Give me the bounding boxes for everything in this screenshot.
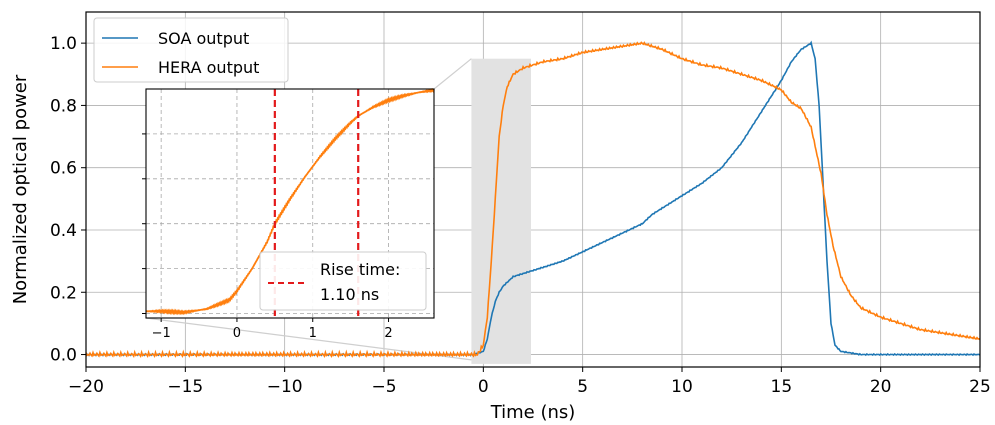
inset-x-tick-label: 2 bbox=[384, 326, 392, 341]
inset-series bbox=[145, 87, 435, 316]
y-tick-label: 0.0 bbox=[50, 346, 77, 366]
x-tick-label: −20 bbox=[68, 377, 104, 397]
y-tick-label: 0.8 bbox=[50, 96, 77, 116]
inset-ticks: −1 0 1 2 bbox=[142, 133, 393, 341]
inset-frame bbox=[145, 88, 435, 319]
x-tick-label: 15 bbox=[771, 377, 793, 397]
y-tick-label: 0.4 bbox=[50, 221, 77, 241]
inset-x-tick-label: −1 bbox=[152, 326, 171, 341]
x-tick-label: −5 bbox=[371, 377, 396, 397]
y-tick-label: 1.0 bbox=[50, 34, 77, 54]
main-ticks: −20 −15 −10 −5 0 5 10 15 20 250.00.20.40.60.81.0 bbox=[50, 34, 991, 397]
legend-label-hera: HERA output bbox=[158, 58, 259, 77]
inset-legend: Rise time: 1.10 ns bbox=[259, 251, 427, 311]
inset-x-tick-label: 0 bbox=[233, 326, 241, 341]
x-axis-label: Time (ns) bbox=[490, 402, 576, 423]
legend-label-soa: SOA output bbox=[158, 29, 249, 48]
zoom-connector bbox=[145, 317, 472, 361]
x-tick-label: 25 bbox=[969, 377, 991, 397]
x-tick-label: 20 bbox=[870, 377, 892, 397]
highlight-region bbox=[471, 58, 532, 364]
x-tick-label: 5 bbox=[577, 377, 588, 397]
series-line-hera bbox=[85, 41, 981, 359]
y-tick-label: 0.2 bbox=[50, 283, 77, 303]
x-tick-label: 10 bbox=[671, 377, 693, 397]
x-tick-label: 0 bbox=[478, 377, 489, 397]
zoom-connector bbox=[433, 58, 472, 90]
inset-legend-value: 1.10 ns bbox=[320, 285, 379, 304]
main-plot-frame bbox=[85, 11, 981, 368]
y-axis-label: Normalized optical power bbox=[10, 74, 31, 304]
inset-series-line bbox=[145, 87, 435, 316]
inset-legend-label: Rise time: bbox=[320, 260, 400, 279]
zoom-connector-lines bbox=[145, 58, 472, 361]
inset-legend-box bbox=[259, 251, 427, 311]
x-tick-label: −15 bbox=[167, 377, 203, 397]
main-series bbox=[85, 40, 981, 359]
y-tick-label: 0.6 bbox=[50, 159, 77, 179]
inset-x-tick-label: 1 bbox=[309, 326, 317, 341]
legend-box bbox=[93, 17, 289, 83]
main-legend: SOA output HERA output bbox=[93, 17, 289, 83]
x-tick-label: −10 bbox=[267, 377, 303, 397]
inset-chart: −1 0 1 2 Rise time: 1.10 ns bbox=[142, 87, 435, 341]
